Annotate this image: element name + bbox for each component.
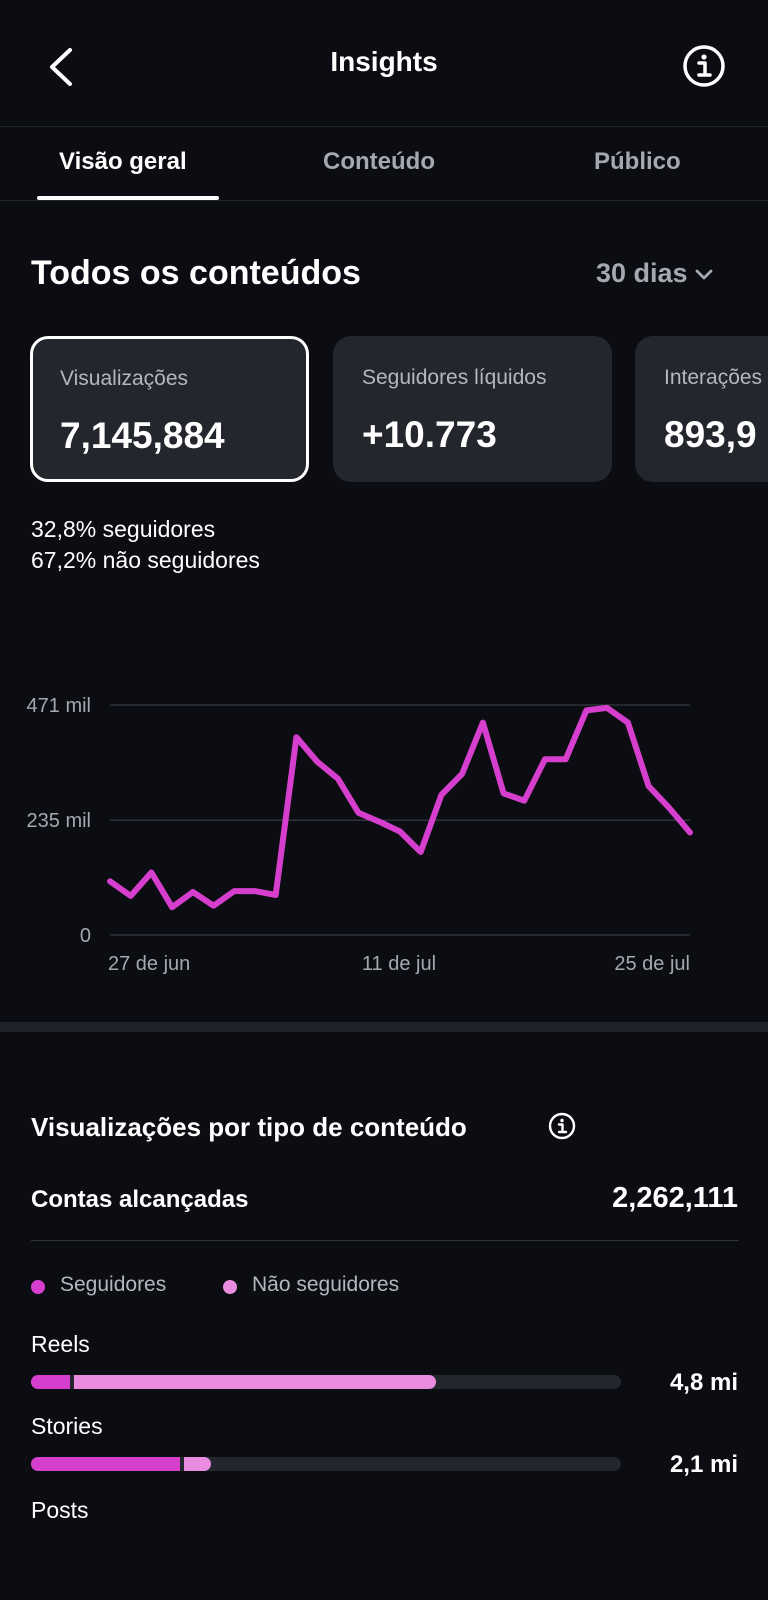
bar-track-reels [31, 1375, 621, 1389]
info-icon [683, 45, 725, 87]
bar-non-followers-stories [183, 1457, 211, 1471]
tab-visao-geral[interactable]: Visão geral [59, 148, 187, 175]
back-button[interactable] [42, 44, 82, 88]
y-tick-label: 0 [80, 925, 91, 947]
non-followers-pct: 67,2% [31, 547, 97, 573]
reach-value: 2,262,111 [612, 1182, 738, 1214]
bar-label-stories: Stories [31, 1413, 103, 1439]
content-type-title: Visualizações por tipo de conteúdo [31, 1112, 467, 1142]
content-type-info-button[interactable] [548, 1112, 576, 1140]
series-line-visualizacoes [107, 704, 693, 911]
chevron-left-icon [50, 48, 72, 86]
followers-pct: 32,8% [31, 516, 97, 542]
bar-track-stories [31, 1457, 621, 1471]
tabs-divider [0, 200, 768, 201]
tab-conteudo[interactable]: Conteúdo [323, 148, 435, 175]
metric-value: +10.773 [362, 414, 497, 455]
metric-label: Interações [664, 366, 763, 389]
reach-divider [31, 1240, 739, 1241]
non-followers-share: 67,2% não seguidores [31, 547, 260, 574]
metric-card-visualizacoes[interactable]: Visualizações 7,145,884 [30, 336, 309, 482]
views-line-chart: 471 mil 235 mil 0 27 de jun 11 de jul 25 de j… [27, 695, 693, 975]
info-button[interactable] [682, 44, 726, 88]
non-followers-label: não seguidores [102, 547, 260, 573]
metric-label: Seguidores líquidos [362, 366, 547, 389]
period-dropdown[interactable]: 30 dias [596, 258, 714, 289]
header-divider [0, 126, 768, 127]
header: Insights [0, 0, 768, 126]
section-separator [0, 1022, 768, 1032]
legend-dot-followers [31, 1280, 45, 1294]
info-icon [548, 1112, 576, 1140]
metric-label: Visualizações [60, 367, 189, 390]
metric-card-seguidores-liquidos[interactable]: Seguidores líquidos +10.773 [333, 336, 612, 482]
x-tick-label: 11 de jul [362, 953, 436, 975]
bar-non-followers-reels [73, 1375, 437, 1389]
x-tick-label: 25 de jul [614, 953, 690, 975]
section-title: Todos os conteúdos [31, 254, 361, 292]
bar-label-posts: Posts [31, 1497, 89, 1523]
bar-followers-stories [31, 1457, 180, 1471]
page-title: Insights [330, 46, 438, 77]
x-tick-label: 27 de jun [108, 953, 190, 975]
bar-followers-reels [31, 1375, 70, 1389]
bar-value-stories: 2,1 mi [669, 1451, 738, 1478]
bar-value-reels: 4,8 mi [669, 1369, 738, 1396]
legend-followers: Seguidores [60, 1273, 167, 1296]
chevron-down-icon [695, 269, 712, 280]
metric-value: 7,145,884 [60, 415, 225, 456]
y-tick-label: 471 mil [27, 695, 91, 717]
legend-non-followers: Não seguidores [252, 1273, 400, 1296]
period-label: 30 dias [596, 258, 688, 288]
y-tick-label: 235 mil [27, 810, 91, 832]
active-tab-indicator [37, 196, 219, 200]
reach-label: Contas alcançadas [31, 1186, 249, 1213]
metric-card-interacoes[interactable]: Interações 893,9 [635, 336, 768, 482]
followers-label: seguidores [102, 516, 216, 542]
tab-publico[interactable]: Público [594, 148, 681, 175]
legend-dot-non-followers [223, 1280, 237, 1294]
metric-value: 893,9 [664, 414, 757, 455]
bar-label-reels: Reels [31, 1331, 90, 1357]
followers-share: 32,8% seguidores [31, 516, 215, 543]
